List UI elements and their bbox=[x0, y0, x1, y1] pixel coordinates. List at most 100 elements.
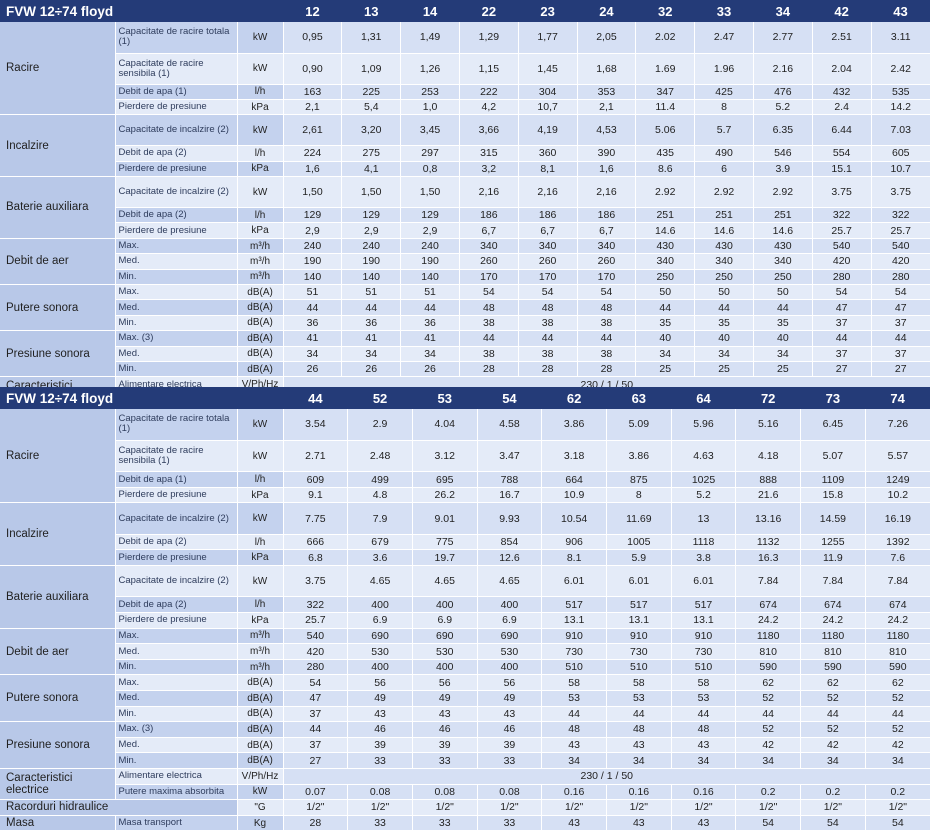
value-cell: 2,1 bbox=[576, 99, 636, 116]
value-cell: 34 bbox=[400, 346, 460, 362]
value-cell: 14.6 bbox=[694, 222, 754, 239]
unit-label: l/h bbox=[236, 145, 284, 162]
unit-label: kW bbox=[236, 176, 284, 209]
value-cell: 24.2 bbox=[800, 612, 866, 629]
value-cell: 39 bbox=[347, 737, 413, 754]
value-cell: 4,53 bbox=[576, 114, 636, 147]
value-cell: 304 bbox=[517, 84, 578, 100]
table-row: Capacitate de racire sensibila (1) kW 0,90… bbox=[0, 53, 930, 85]
value-cell: 2.42 bbox=[870, 53, 930, 85]
value-cell: 6.01 bbox=[541, 565, 607, 598]
value-cell: 34 bbox=[341, 346, 401, 362]
value-cell: 788 bbox=[476, 471, 542, 488]
value-cell: 510 bbox=[605, 659, 672, 676]
value-cell: 910 bbox=[541, 628, 607, 645]
table-row: Med. dB(A) 44 44 44 48 48 48 44 44 44 47 47 bbox=[0, 299, 930, 316]
table-row: Min. dB(A) 27 33 33 33 34 34 34 34 34 34 bbox=[0, 752, 930, 769]
value-cell: 340 bbox=[458, 238, 519, 255]
value-cell: 875 bbox=[605, 471, 672, 488]
value-cell: 5.96 bbox=[670, 409, 736, 441]
value-cell: 400 bbox=[347, 596, 413, 614]
value-cell: 186 bbox=[576, 207, 636, 224]
value-cell: 674 bbox=[864, 596, 930, 614]
value-cell: 27 bbox=[811, 361, 872, 378]
model-header: 72 bbox=[735, 387, 801, 409]
model-header: 13 bbox=[341, 0, 401, 22]
value-cell: 43 bbox=[670, 737, 736, 754]
value-cell: 163 bbox=[282, 84, 342, 100]
value-cell: 33 bbox=[347, 752, 413, 769]
parameter-label: Debit de apa (2) bbox=[114, 207, 238, 224]
value-cell: 13.1 bbox=[541, 612, 607, 629]
value-cell: 44 bbox=[400, 299, 460, 316]
unit-label: dB(A) bbox=[236, 690, 284, 707]
value-cell: 810 bbox=[735, 643, 801, 660]
value-cell: 10,7 bbox=[517, 99, 578, 116]
value-cell: 43 bbox=[541, 815, 607, 831]
group-label: Presiune sonora bbox=[0, 721, 115, 769]
value-cell: 44 bbox=[800, 706, 866, 723]
value-cell: 7.03 bbox=[870, 114, 930, 147]
parameter-label: Med. bbox=[114, 346, 238, 362]
value-cell: 554 bbox=[811, 145, 872, 162]
value-cell: 58 bbox=[605, 674, 672, 691]
value-cell: 225 bbox=[341, 84, 401, 100]
value-cell: 190 bbox=[400, 253, 460, 270]
table-row: Pierdere de presiune kPa 9.1 4.8 26.2 16.7 10.… bbox=[0, 487, 930, 504]
unit-label: "G bbox=[236, 799, 284, 816]
value-cell: 44 bbox=[282, 721, 348, 738]
table-row: Masa Masa transport Kg 28 33 33 33 43 43 43 54 54 54 bbox=[0, 815, 930, 831]
value-cell: 1,26 bbox=[400, 53, 460, 85]
value-cell: 240 bbox=[282, 238, 342, 255]
unit-label: kW bbox=[236, 409, 284, 441]
value-cell: 7.84 bbox=[864, 565, 930, 598]
group-label: Racire bbox=[0, 409, 115, 504]
value-cell: 6.35 bbox=[752, 114, 813, 147]
unit-label: kW bbox=[236, 440, 284, 473]
value-cell: 609 bbox=[282, 471, 348, 488]
value-cell: 322 bbox=[870, 207, 930, 224]
value-cell: 5.09 bbox=[605, 409, 672, 441]
value-cell: 906 bbox=[541, 534, 607, 551]
unit-label: dB(A) bbox=[236, 706, 284, 723]
value-cell: 3.86 bbox=[541, 409, 607, 441]
value-cell: 34 bbox=[694, 346, 754, 362]
value-cell: 400 bbox=[411, 596, 478, 614]
value-cell: 420 bbox=[870, 253, 930, 270]
unit-label: m³/h bbox=[236, 659, 284, 676]
value-cell: 16.19 bbox=[864, 502, 930, 535]
value-cell: 590 bbox=[800, 659, 866, 676]
table-row: Min. m³/h 140 140 140 170 170 170 250 250 250 280 28… bbox=[0, 269, 930, 286]
value-cell: 26.2 bbox=[411, 487, 478, 504]
value-cell: 260 bbox=[576, 253, 636, 270]
value-cell: 46 bbox=[347, 721, 413, 738]
value-cell: 1/2" bbox=[347, 799, 413, 816]
value-cell: 674 bbox=[800, 596, 866, 614]
value-cell: 25.7 bbox=[870, 222, 930, 239]
value-cell: 39 bbox=[411, 737, 478, 754]
value-cell: 0.08 bbox=[347, 784, 413, 801]
table-row: Med. dB(A) 37 39 39 39 43 43 43 42 42 42 bbox=[0, 737, 930, 754]
value-cell: 5.07 bbox=[800, 440, 866, 473]
value-cell: 14.6 bbox=[635, 222, 695, 239]
value-cell: 35 bbox=[694, 315, 754, 332]
value-cell: 21.6 bbox=[735, 487, 801, 504]
value-cell: 1/2" bbox=[800, 799, 866, 816]
table-row: Capacitate de racire sensibila (1) kW 2.71… bbox=[0, 440, 930, 473]
value-cell: 2.16 bbox=[752, 53, 813, 85]
value-cell: 3.11 bbox=[870, 22, 930, 54]
value-cell: 43 bbox=[605, 815, 672, 831]
value-cell: 48 bbox=[605, 721, 672, 738]
value-cell: 353 bbox=[576, 84, 636, 100]
value-cell: 11.9 bbox=[800, 549, 866, 567]
value-cell: 38 bbox=[517, 346, 578, 362]
model-header: 12 bbox=[283, 0, 342, 22]
value-cell: 51 bbox=[282, 284, 342, 301]
value-cell: 1255 bbox=[800, 534, 866, 551]
value-cell: 517 bbox=[605, 596, 672, 614]
value-cell: 1249 bbox=[864, 471, 930, 488]
value-cell: 6,7 bbox=[517, 222, 578, 239]
value-cell: 3,2 bbox=[458, 161, 519, 178]
value-cell: 854 bbox=[476, 534, 542, 551]
